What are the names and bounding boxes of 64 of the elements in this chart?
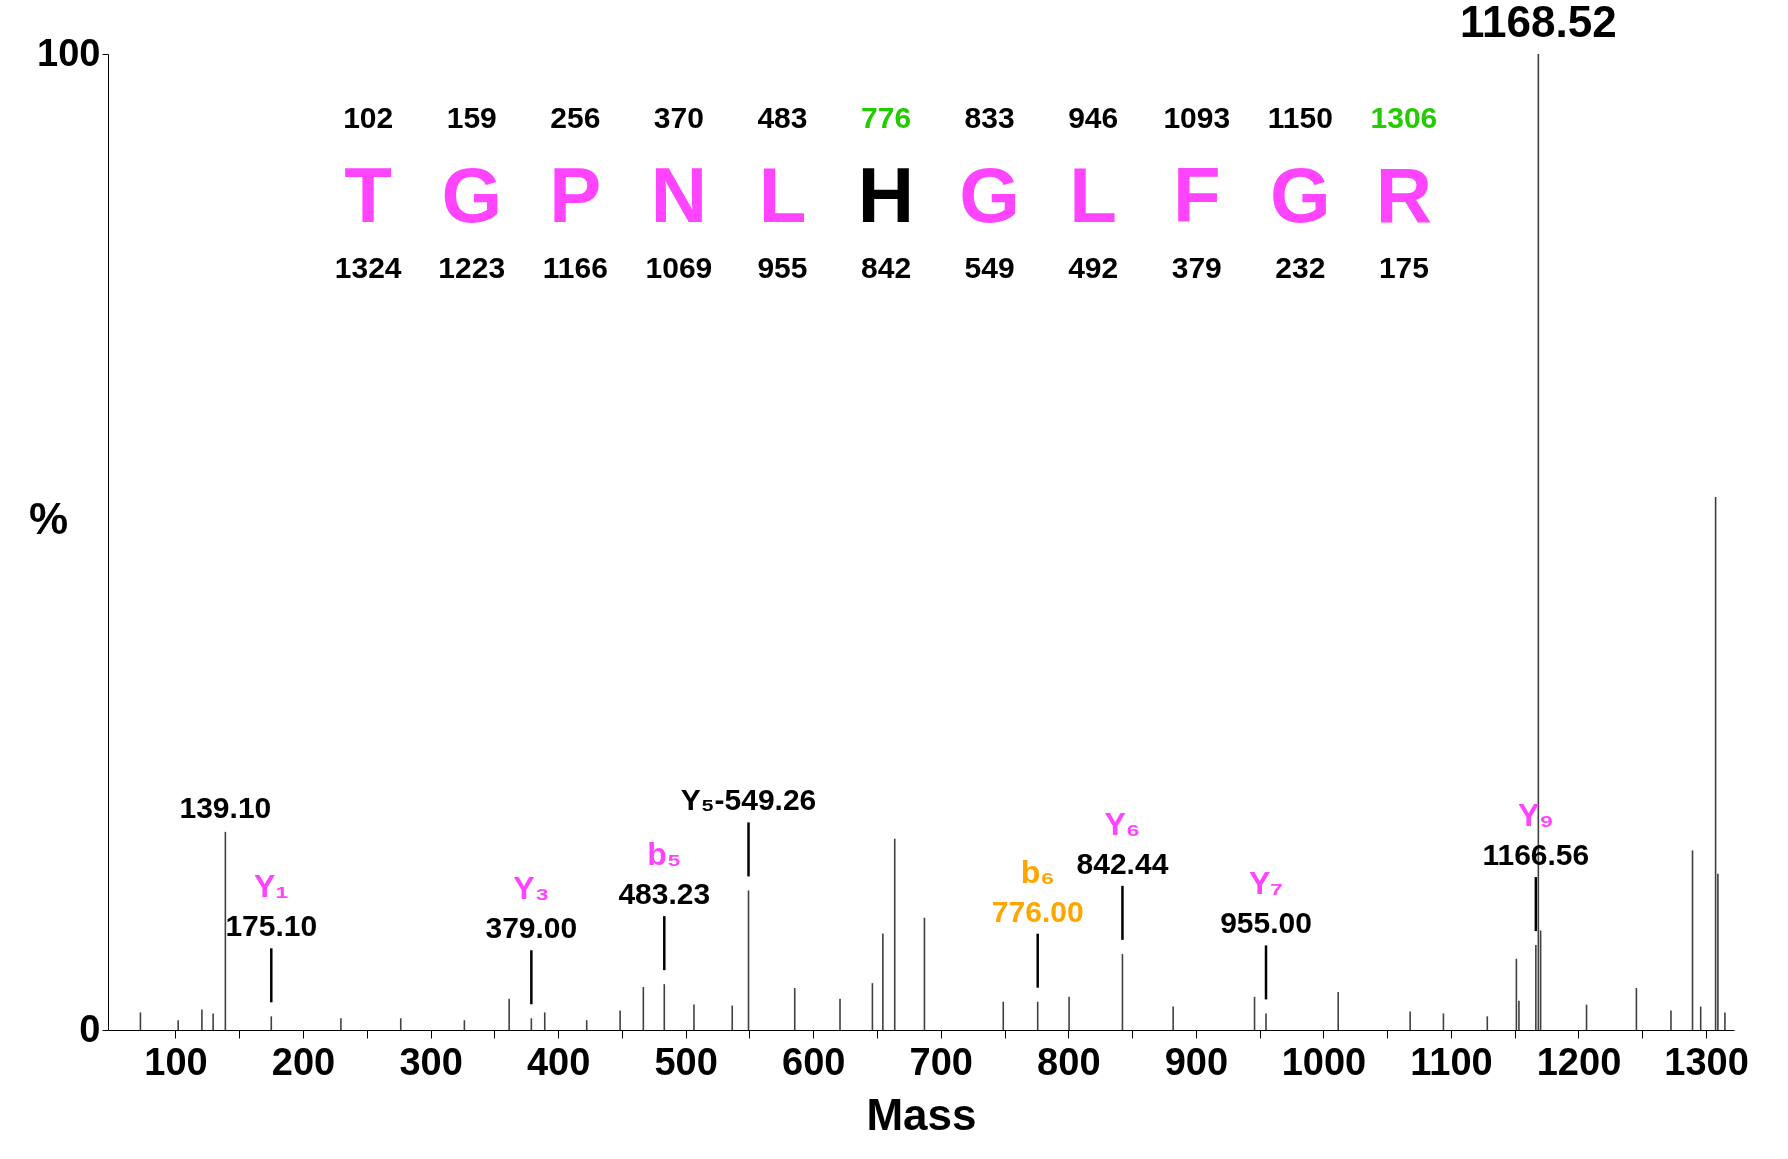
- annotation: 483.23: [618, 877, 711, 911]
- annotation: 232: [1275, 251, 1326, 284]
- annotation: Y₅-549.26: [680, 783, 817, 817]
- annotation: F: [1172, 151, 1221, 239]
- x-tick-label: 200: [271, 1040, 336, 1083]
- annotation: G: [441, 151, 503, 239]
- annotation: 256: [550, 101, 601, 134]
- annotation: 946: [1068, 101, 1119, 134]
- annotation: 842.44: [1076, 846, 1169, 880]
- x-tick-label: 1300: [1664, 1040, 1749, 1083]
- x-tick-label: 300: [399, 1040, 463, 1083]
- annotation: 139.10: [179, 790, 272, 824]
- annotation: 842: [861, 251, 912, 284]
- x-tick-label: 900: [1164, 1040, 1229, 1083]
- x-tick-label: 100: [144, 1040, 208, 1083]
- annotation: 955: [757, 251, 808, 284]
- annotation: 776: [861, 101, 912, 134]
- annotation: 102: [343, 101, 394, 134]
- x-tick-label: 400: [526, 1040, 591, 1083]
- annotation: 955.00: [1220, 906, 1312, 940]
- annotation: 549: [964, 251, 1015, 284]
- x-tick-label: 1100: [1410, 1040, 1493, 1083]
- annotation: T: [344, 151, 392, 239]
- annotation: L: [758, 151, 807, 239]
- annotation: 1324: [334, 251, 402, 284]
- annotation: 833: [964, 101, 1015, 134]
- annotation: 370: [653, 101, 704, 134]
- annotation: 1069: [645, 251, 713, 284]
- annotation: L: [1069, 151, 1118, 239]
- annotation: Y₇: [1248, 865, 1284, 902]
- x-axis-title: Mass: [866, 1089, 977, 1139]
- annotation: 1166: [542, 251, 608, 284]
- x-tick-label: 600: [782, 1040, 846, 1083]
- annotation: b₅: [647, 836, 682, 873]
- annotation: H: [857, 151, 915, 239]
- annotation: 1168.52: [1460, 0, 1617, 46]
- x-tick-label: 800: [1037, 1040, 1101, 1083]
- x-tick-label: 1000: [1281, 1040, 1367, 1083]
- annotation: 159: [446, 101, 497, 134]
- annotation: 1093: [1163, 101, 1231, 134]
- annotation: Y₁: [253, 868, 289, 905]
- y-tick-label: 0: [79, 1007, 101, 1050]
- annotation: Y₃: [513, 870, 550, 907]
- annotation: 483: [757, 101, 808, 134]
- annotation: P: [549, 151, 602, 239]
- annotation: b₆: [1020, 853, 1055, 890]
- x-tick-label: 700: [909, 1040, 973, 1083]
- annotation: G: [959, 151, 1020, 239]
- annotation: 379.00: [485, 911, 578, 945]
- annotation: 175.10: [225, 909, 318, 943]
- annotation: G: [1270, 151, 1331, 239]
- annotation: 175: [1378, 251, 1429, 284]
- annotation: R: [1375, 151, 1433, 239]
- annotation: 776.00: [991, 894, 1084, 928]
- annotation: 492: [1068, 251, 1119, 284]
- annotation: Y₆: [1104, 805, 1141, 842]
- annotation: 1150: [1267, 101, 1333, 134]
- y-axis-title: %: [28, 493, 69, 543]
- x-tick-label: 500: [654, 1040, 718, 1083]
- annotation: 1306: [1370, 101, 1438, 134]
- annotation: 1223: [438, 251, 506, 284]
- annotation: N: [650, 151, 708, 239]
- annotation: 379: [1171, 251, 1222, 284]
- x-tick-label: 1200: [1536, 1040, 1622, 1083]
